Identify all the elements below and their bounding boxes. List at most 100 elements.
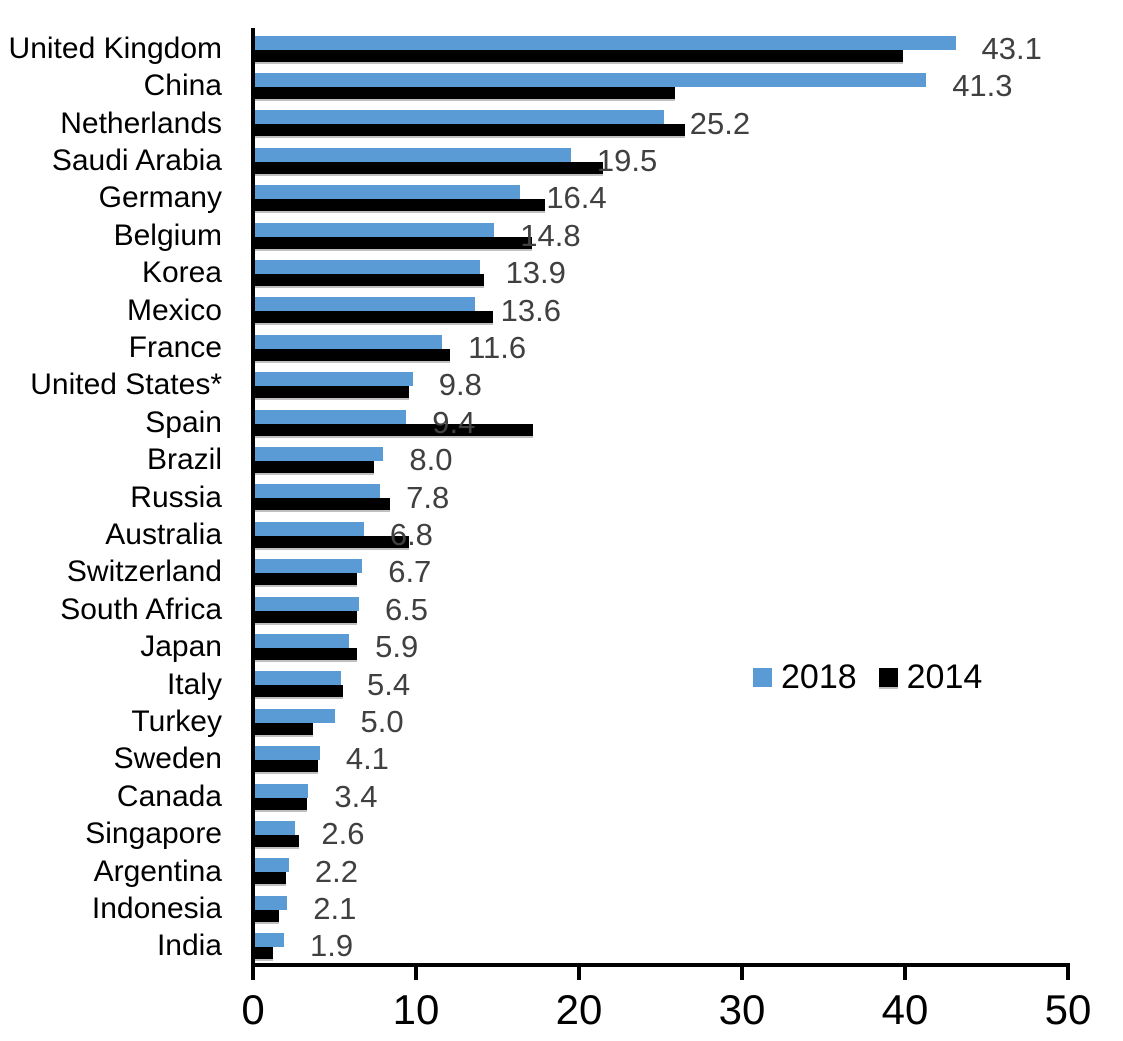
bar-2014 <box>253 573 358 586</box>
x-tick <box>1066 967 1070 980</box>
bar-2014 <box>253 909 280 922</box>
bar-2018 <box>253 409 407 424</box>
value-label: 4.1 <box>345 741 389 777</box>
bar-2018 <box>253 222 495 237</box>
legend-item-2014: 2014 <box>878 658 983 696</box>
category-label: Saudi Arabia <box>51 143 222 177</box>
bar-2014 <box>253 647 358 660</box>
bar-2018 <box>253 372 413 387</box>
category-label: South Africa <box>60 592 222 626</box>
x-tick <box>740 967 744 980</box>
bar-2014 <box>253 947 273 960</box>
value-label: 14.8 <box>520 217 581 253</box>
legend-item-2018: 2018 <box>753 660 857 694</box>
bar-2014 <box>253 460 374 473</box>
category-label: Sweden <box>113 742 222 776</box>
value-label: 13.6 <box>500 292 562 328</box>
bar-2018 <box>253 147 571 162</box>
category-label: Russia <box>130 480 222 514</box>
value-label: 19.5 <box>596 142 658 178</box>
bar-2014 <box>253 722 314 735</box>
category-label: Turkey <box>131 704 222 738</box>
category-label: India <box>156 929 222 963</box>
bar-2018 <box>253 521 364 536</box>
value-label: 41.3 <box>952 68 1013 104</box>
bar-2014 <box>253 236 532 249</box>
bar-2018 <box>253 484 381 499</box>
value-label: 13.9 <box>505 255 566 291</box>
bar-2014 <box>253 610 358 623</box>
x-tick <box>414 967 418 980</box>
value-label: 5.9 <box>375 629 419 665</box>
category-label: France <box>128 330 222 364</box>
bar-2018 <box>253 596 359 611</box>
bar-2018 <box>253 446 384 461</box>
x-tick-label: 10 <box>392 986 440 1033</box>
value-label: 11.6 <box>468 329 527 365</box>
bar-2018 <box>253 858 289 873</box>
category-label: Argentina <box>93 854 222 888</box>
legend-swatch-icon <box>878 667 898 687</box>
x-tick-label: 0 <box>241 986 265 1033</box>
bar-2018 <box>253 110 664 125</box>
bar-2018 <box>253 559 363 574</box>
value-label: 2.2 <box>314 853 358 889</box>
bar-2014 <box>253 161 604 174</box>
category-label: Singapore <box>85 817 222 851</box>
category-label: Italy <box>166 667 222 701</box>
bar-2014 <box>253 834 299 847</box>
bar-2014 <box>253 124 685 137</box>
bar-2018 <box>253 746 320 761</box>
value-label: 3.4 <box>334 778 378 814</box>
category-label: Germany <box>98 181 222 215</box>
category-label: United Kingdom <box>8 31 222 65</box>
bar-2018 <box>253 820 296 835</box>
bar-2014 <box>253 199 545 212</box>
value-label: 2.1 <box>313 890 357 926</box>
bar-2014 <box>253 797 307 810</box>
bar-2014 <box>253 273 485 286</box>
value-label: 2.6 <box>321 816 365 852</box>
legend: 2018 2014 <box>753 660 982 694</box>
x-tick-label: 30 <box>718 986 766 1033</box>
category-label: Switzerland <box>66 555 222 589</box>
bar-2018 <box>253 72 927 87</box>
x-tick <box>577 967 581 980</box>
bar-2014 <box>253 86 676 99</box>
legend-label: 2014 <box>906 658 983 696</box>
bar-2018 <box>253 35 956 50</box>
value-label: 6.7 <box>388 554 432 590</box>
bar-2014 <box>253 685 343 698</box>
x-tick-label: 40 <box>881 986 929 1033</box>
bar-2014 <box>253 423 534 436</box>
category-label: Belgium <box>113 218 222 252</box>
bar-2018 <box>253 334 443 349</box>
bar-2018 <box>253 895 288 910</box>
value-label: 1.9 <box>309 928 354 964</box>
legend-label: 2018 <box>781 658 857 696</box>
category-label: Australia <box>105 517 222 551</box>
bar-2018 <box>253 783 309 798</box>
value-label: 5.0 <box>360 703 404 739</box>
bar-2014 <box>253 49 904 62</box>
x-tick-label: 20 <box>555 986 603 1033</box>
category-label: United States* <box>30 368 222 402</box>
bar-2018 <box>253 259 480 274</box>
x-axis-line <box>251 963 1070 967</box>
bar-2014 <box>253 386 410 399</box>
x-tick-label: 50 <box>1044 986 1092 1033</box>
value-label: 6.8 <box>389 516 433 552</box>
category-label: Netherlands <box>60 106 222 140</box>
category-label: Mexico <box>126 293 222 327</box>
value-label: 16.4 <box>546 180 607 216</box>
value-label: 8.0 <box>409 442 453 478</box>
bar-2018 <box>253 671 342 686</box>
category-label: China <box>143 69 222 103</box>
bar-2018 <box>253 633 350 648</box>
category-label: Korea <box>141 256 222 290</box>
value-label: 7.8 <box>406 479 450 515</box>
bar-2014 <box>253 348 451 361</box>
value-label: 43.1 <box>981 30 1042 66</box>
bar-2014 <box>253 760 319 773</box>
